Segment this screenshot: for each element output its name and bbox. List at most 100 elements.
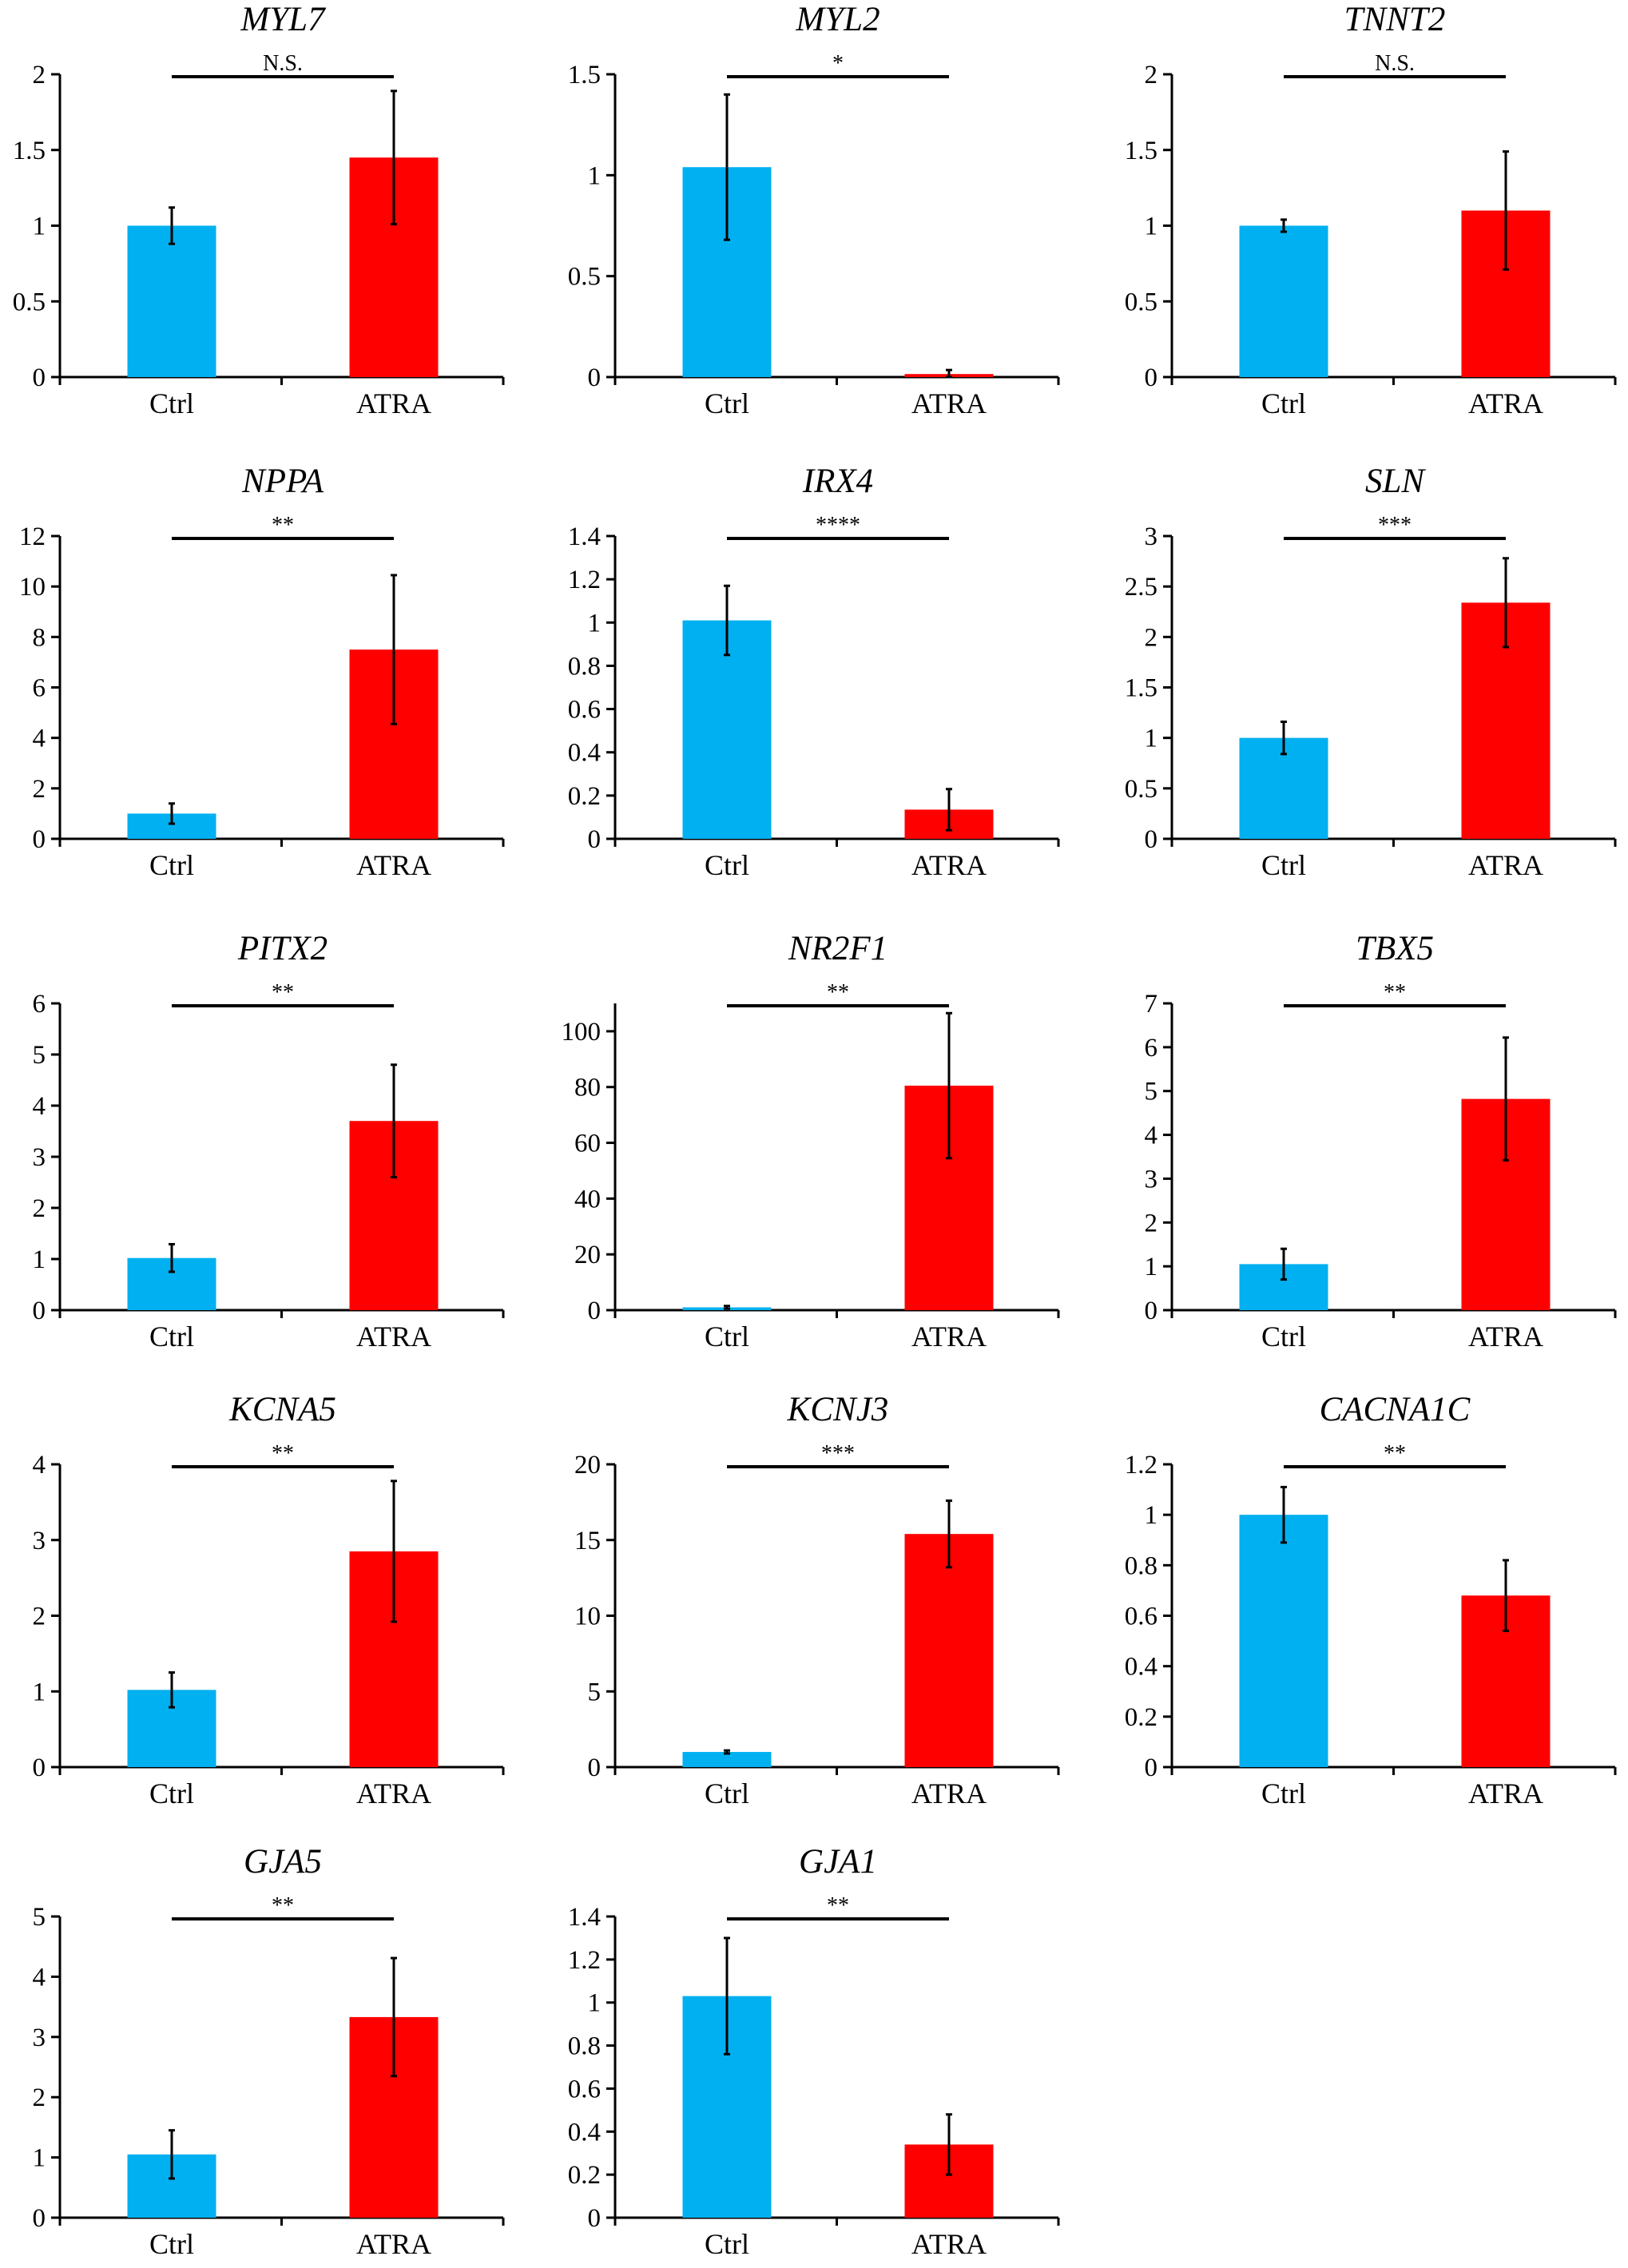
- x-tick-label: ATRA: [356, 849, 431, 881]
- y-tick-label: 1.5: [1125, 137, 1157, 165]
- x-tick-label: Ctrl: [705, 849, 749, 881]
- significance-label: *: [832, 51, 844, 76]
- y-tick-label: 3: [1145, 1165, 1158, 1194]
- y-tick-label: 0.8: [1125, 1551, 1157, 1580]
- y-tick-label: 3: [33, 1143, 46, 1172]
- chart-title: PITX2: [237, 930, 328, 967]
- y-tick-label: 0: [588, 2204, 602, 2233]
- y-tick-label: 20: [574, 1241, 601, 1269]
- y-tick-label: 0: [33, 1754, 46, 1782]
- chart-title: MYL2: [795, 1, 880, 38]
- x-tick-label: ATRA: [356, 2228, 431, 2260]
- x-tick-label: ATRA: [1468, 387, 1543, 419]
- bar-ctrl: [127, 225, 216, 377]
- y-tick-label: 3: [33, 2024, 46, 2052]
- y-tick-label: 1: [33, 213, 46, 241]
- y-tick-label: 1: [33, 1678, 46, 1706]
- x-tick-label: ATRA: [911, 387, 987, 419]
- x-tick-label: Ctrl: [149, 1321, 194, 1352]
- y-tick-label: 3: [33, 1527, 46, 1555]
- y-tick-label: 0.4: [1125, 1653, 1157, 1682]
- y-tick-label: 0.2: [568, 782, 601, 811]
- chart-title: KCNA5: [228, 1391, 336, 1428]
- y-tick-label: 20: [574, 1451, 601, 1480]
- chart-title: NR2F1: [788, 930, 887, 967]
- y-tick-label: 0.2: [1125, 1703, 1157, 1732]
- x-tick-label: ATRA: [1468, 849, 1543, 881]
- y-tick-label: 4: [33, 1963, 46, 1992]
- chart-title: KCNJ3: [787, 1391, 889, 1428]
- x-tick-label: Ctrl: [1261, 1777, 1306, 1809]
- x-tick-label: ATRA: [356, 1777, 431, 1809]
- x-tick-label: ATRA: [1468, 1777, 1543, 1809]
- chart-title: SLN: [1365, 463, 1426, 500]
- y-tick-label: 4: [33, 725, 46, 753]
- chart-kcnj3: KCNJ3 0 5 10 15 20 Ctrl ATRA ***: [574, 1391, 1060, 1809]
- y-tick-label: 1.2: [1125, 1451, 1157, 1480]
- y-tick-label: 15: [574, 1527, 601, 1555]
- y-tick-label: 2: [33, 1603, 46, 1631]
- significance-label: **: [1384, 1441, 1406, 1466]
- y-tick-label: 0.6: [1125, 1603, 1157, 1631]
- significance-label: N.S.: [263, 51, 303, 76]
- chart-myl7: MYL7 0 0.5 1 1.5 2 Ctrl ATRA N.S.: [13, 1, 505, 419]
- y-tick-label: 1: [33, 1245, 46, 1274]
- bar-ctrl: [682, 1752, 772, 1767]
- y-tick-label: 5: [33, 1903, 46, 1932]
- y-tick-label: 1: [588, 161, 602, 190]
- y-tick-label: 12: [19, 522, 46, 551]
- y-tick-label: 0: [1145, 1297, 1158, 1325]
- x-tick-label: Ctrl: [149, 849, 194, 881]
- y-tick-label: 0.2: [568, 2161, 601, 2190]
- y-tick-label: 1: [1145, 213, 1158, 241]
- chart-title: TBX5: [1356, 930, 1434, 967]
- x-tick-label: ATRA: [911, 1321, 987, 1352]
- chart-title: MYL7: [240, 1, 326, 38]
- y-tick-label: 2: [1145, 61, 1158, 89]
- y-tick-label: 100: [562, 1018, 602, 1047]
- y-tick-label: 0: [588, 363, 602, 392]
- chart-nr2f1: NR2F1 0 20 40 60 80 100 Ctrl ATRA **: [562, 930, 1060, 1352]
- y-tick-label: 10: [574, 1603, 601, 1631]
- y-tick-label: 5: [588, 1678, 602, 1706]
- y-tick-label: 80: [574, 1074, 601, 1102]
- significance-label: **: [827, 1893, 849, 1918]
- significance-label: **: [1384, 980, 1406, 1005]
- y-tick-label: 1: [588, 609, 602, 638]
- x-tick-label: Ctrl: [1261, 849, 1306, 881]
- y-tick-label: 1.4: [568, 522, 601, 551]
- y-tick-label: 1: [33, 2144, 46, 2173]
- y-tick-label: 0.4: [568, 2118, 601, 2147]
- chart-tnnt2: TNNT2 0 0.5 1 1.5 2 Ctrl ATRA N.S.: [1125, 1, 1617, 419]
- y-tick-label: 2: [33, 61, 46, 89]
- bar-ctrl: [1239, 225, 1328, 377]
- y-tick-label: 0: [1145, 825, 1158, 854]
- y-tick-label: 3: [1145, 522, 1158, 551]
- chart-pitx2: PITX2 0 1 2 3 4 5 6 Ctrl ATRA **: [33, 930, 505, 1352]
- y-tick-label: 0.5: [1125, 288, 1157, 316]
- y-tick-label: 0: [1145, 363, 1158, 392]
- chart-gja1: GJA1 0 0.2 0.4 0.6 0.8 1 1.2 1.4 Ctrl ATRA **: [568, 1843, 1060, 2260]
- x-tick-label: Ctrl: [1261, 1321, 1306, 1352]
- y-tick-label: 0.5: [568, 263, 601, 292]
- y-tick-label: 5: [33, 1041, 46, 1070]
- y-tick-label: 0: [33, 1297, 46, 1325]
- bar-ctrl: [682, 620, 772, 839]
- chart-title: GJA5: [244, 1843, 322, 1881]
- x-tick-label: ATRA: [356, 1321, 431, 1352]
- y-tick-label: 1.5: [568, 61, 601, 89]
- chart-title: IRX4: [802, 463, 873, 500]
- y-tick-label: 2: [33, 1194, 46, 1223]
- x-tick-label: ATRA: [356, 387, 431, 419]
- chart-cacna1c: CACNA1C 0 0.2 0.4 0.6 0.8 1 1.2 Ctrl ATRA **: [1125, 1391, 1617, 1809]
- y-tick-label: 0: [588, 1297, 602, 1325]
- y-tick-label: 2: [33, 775, 46, 804]
- y-tick-label: 1.2: [568, 566, 601, 594]
- chart-gja5: GJA5 0 1 2 3 4 5 Ctrl ATRA **: [33, 1843, 505, 2260]
- bar-atra: [904, 1534, 994, 1767]
- y-tick-label: 0.5: [13, 288, 46, 316]
- chart-tbx5: TBX5 0 1 2 3 4 5 6 7 Ctrl ATRA **: [1145, 930, 1617, 1352]
- y-tick-label: 1.4: [568, 1903, 601, 1932]
- y-tick-label: 0: [588, 1754, 602, 1782]
